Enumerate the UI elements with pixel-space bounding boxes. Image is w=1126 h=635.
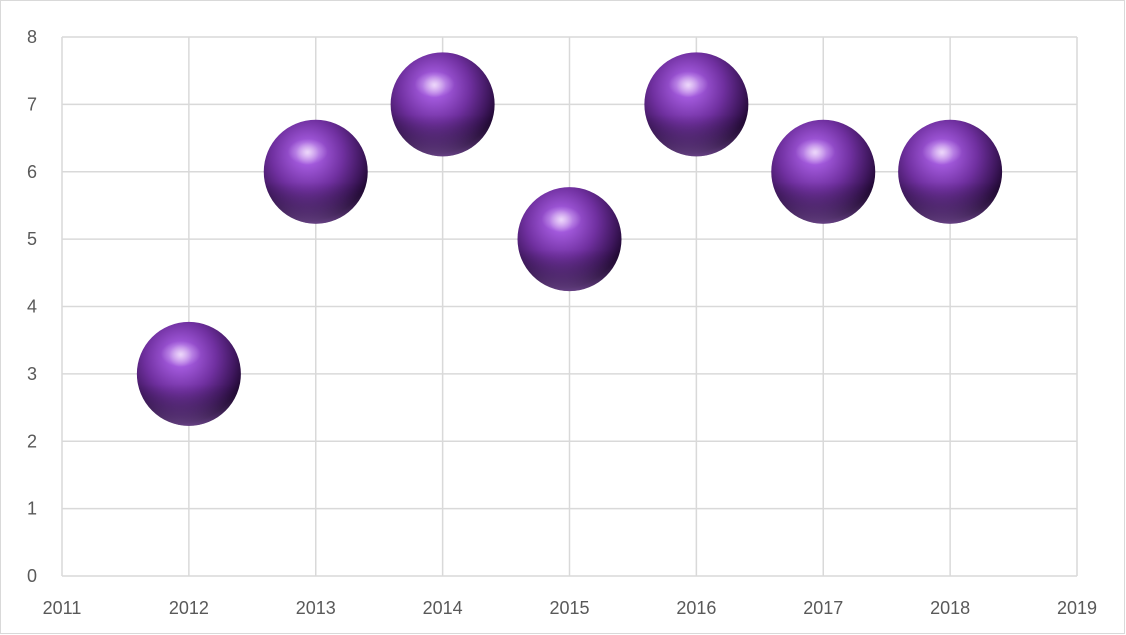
x-tick-label: 2016 — [676, 598, 716, 618]
bubble-highlight — [160, 340, 201, 367]
bubble-rim — [136, 321, 241, 426]
bubble-rim — [390, 52, 495, 157]
y-tick-label: 3 — [27, 364, 37, 384]
x-tick-label: 2014 — [423, 598, 463, 618]
y-tick-label: 6 — [27, 162, 37, 182]
x-tick-label: 2015 — [549, 598, 589, 618]
y-tick-label: 1 — [27, 499, 37, 519]
y-tick-label: 0 — [27, 566, 37, 586]
x-tick-label: 2012 — [169, 598, 209, 618]
grid-lines — [61, 36, 1078, 577]
bubble-highlight — [668, 71, 709, 98]
bubble-point — [644, 52, 749, 157]
bubble-highlight — [287, 138, 328, 165]
bubble-rim — [644, 52, 749, 157]
y-tick-label: 5 — [27, 229, 37, 249]
bubble-highlight — [414, 71, 455, 98]
bubble-series — [136, 52, 1003, 426]
x-tick-label: 2018 — [930, 598, 970, 618]
bubble-highlight — [541, 206, 582, 233]
bubble-point — [263, 119, 368, 224]
bubble-point — [136, 321, 241, 426]
axis-tick-labels: 0 1 2 3 4 5 6 7 8 2011 2012 2013 2014 2015 2016 2017 201… — [27, 27, 1097, 618]
x-tick-label: 2013 — [296, 598, 336, 618]
y-tick-label: 2 — [27, 431, 37, 451]
bubble-highlight — [922, 138, 963, 165]
bubble-highlight — [795, 138, 836, 165]
x-tick-label: 2019 — [1057, 598, 1097, 618]
bubble-point — [390, 52, 495, 157]
x-tick-label: 2011 — [43, 598, 82, 618]
bubble-point — [517, 187, 622, 292]
bubble-rim — [263, 119, 368, 224]
y-tick-label: 7 — [27, 94, 37, 114]
bubble-rim — [898, 119, 1003, 224]
y-tick-label: 4 — [27, 297, 37, 317]
bubble-rim — [517, 187, 622, 292]
bubble-rim — [771, 119, 876, 224]
bubble-point — [898, 119, 1003, 224]
y-tick-label: 8 — [27, 27, 37, 47]
bubble-point — [771, 119, 876, 224]
x-tick-label: 2017 — [803, 598, 843, 618]
